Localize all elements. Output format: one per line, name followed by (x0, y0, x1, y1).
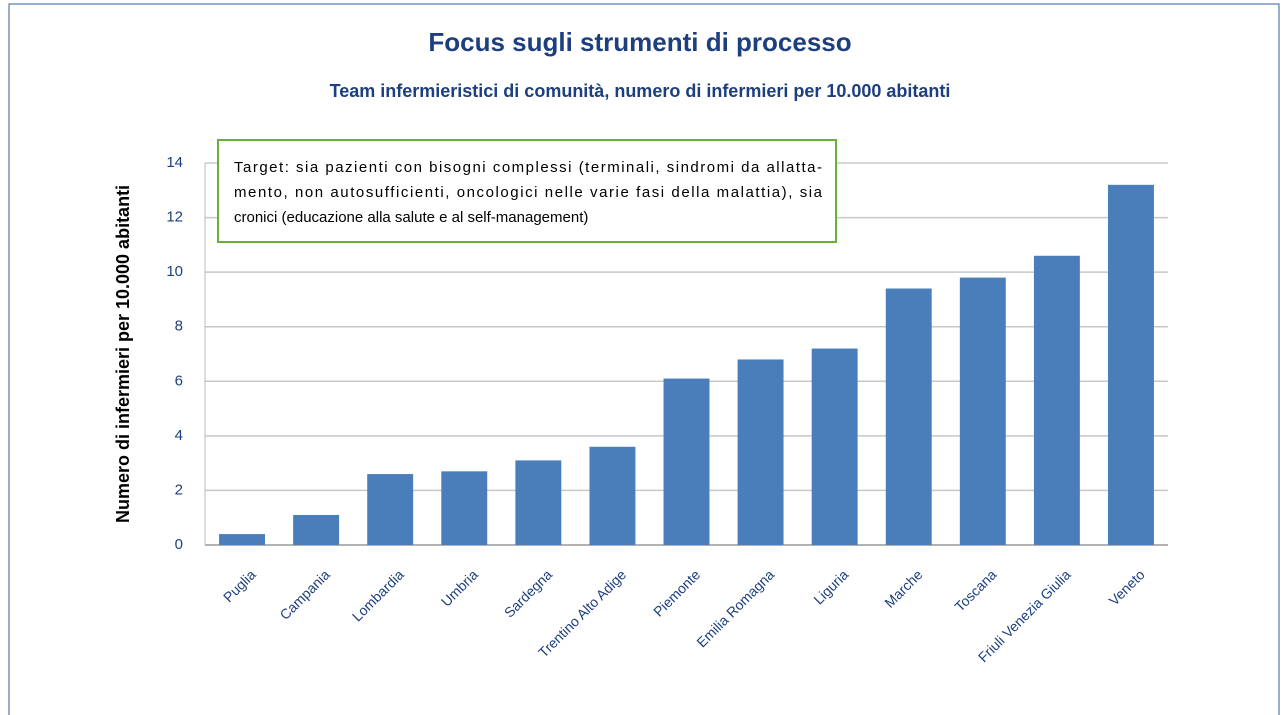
y-axis-label: Numero di infermieri per 10.000 abitanti (113, 185, 133, 523)
x-tick-label: Piemonte (650, 566, 703, 619)
y-tick-label: 14 (166, 154, 183, 171)
x-tick-label: Emilia Romagna (693, 566, 777, 650)
bar (515, 460, 562, 545)
x-tick-label: Liguria (810, 566, 851, 607)
y-tick-label: 12 (166, 209, 183, 226)
x-tick-label: Campania (276, 566, 333, 623)
x-tick-label: Umbria (438, 566, 481, 609)
bar (959, 277, 1006, 545)
bar (1033, 255, 1080, 545)
chart-subtitle: Team infermieristici di comunità, numero… (330, 81, 951, 101)
bar (441, 471, 488, 545)
y-tick-label: 6 (175, 372, 183, 389)
bar (663, 378, 710, 545)
annotation-text: Target: sia pazienti con bisogni comples… (234, 159, 822, 176)
y-tick-label: 10 (166, 263, 183, 280)
annotation-box (217, 139, 837, 243)
bar (589, 446, 636, 545)
x-tick-label: Toscana (951, 566, 999, 614)
frame (8, 3, 1280, 715)
bar (293, 514, 340, 545)
y-tick-label: 0 (175, 536, 183, 553)
bar (885, 288, 932, 545)
y-tick-label: 8 (175, 318, 183, 335)
annotation-text: mento, non autosufficienti, oncologici n… (234, 184, 823, 201)
x-tick-label: Veneto (1106, 566, 1148, 608)
bar (811, 348, 858, 545)
bar (1107, 184, 1154, 546)
annotation-text: cronici (educazione alla salute e al sel… (234, 209, 588, 226)
x-tick-label: Marche (881, 566, 925, 610)
y-tick-label: 2 (175, 481, 183, 498)
x-tick-label: Sardegna (501, 566, 555, 620)
x-tick-label: Lombardia (349, 566, 407, 624)
chart-title: Focus sugli strumenti di processo (428, 27, 851, 57)
y-tick-label: 4 (175, 427, 183, 444)
bar (737, 359, 784, 545)
bar (219, 534, 266, 545)
bar (367, 474, 414, 545)
x-tick-label: Puglia (220, 566, 259, 605)
